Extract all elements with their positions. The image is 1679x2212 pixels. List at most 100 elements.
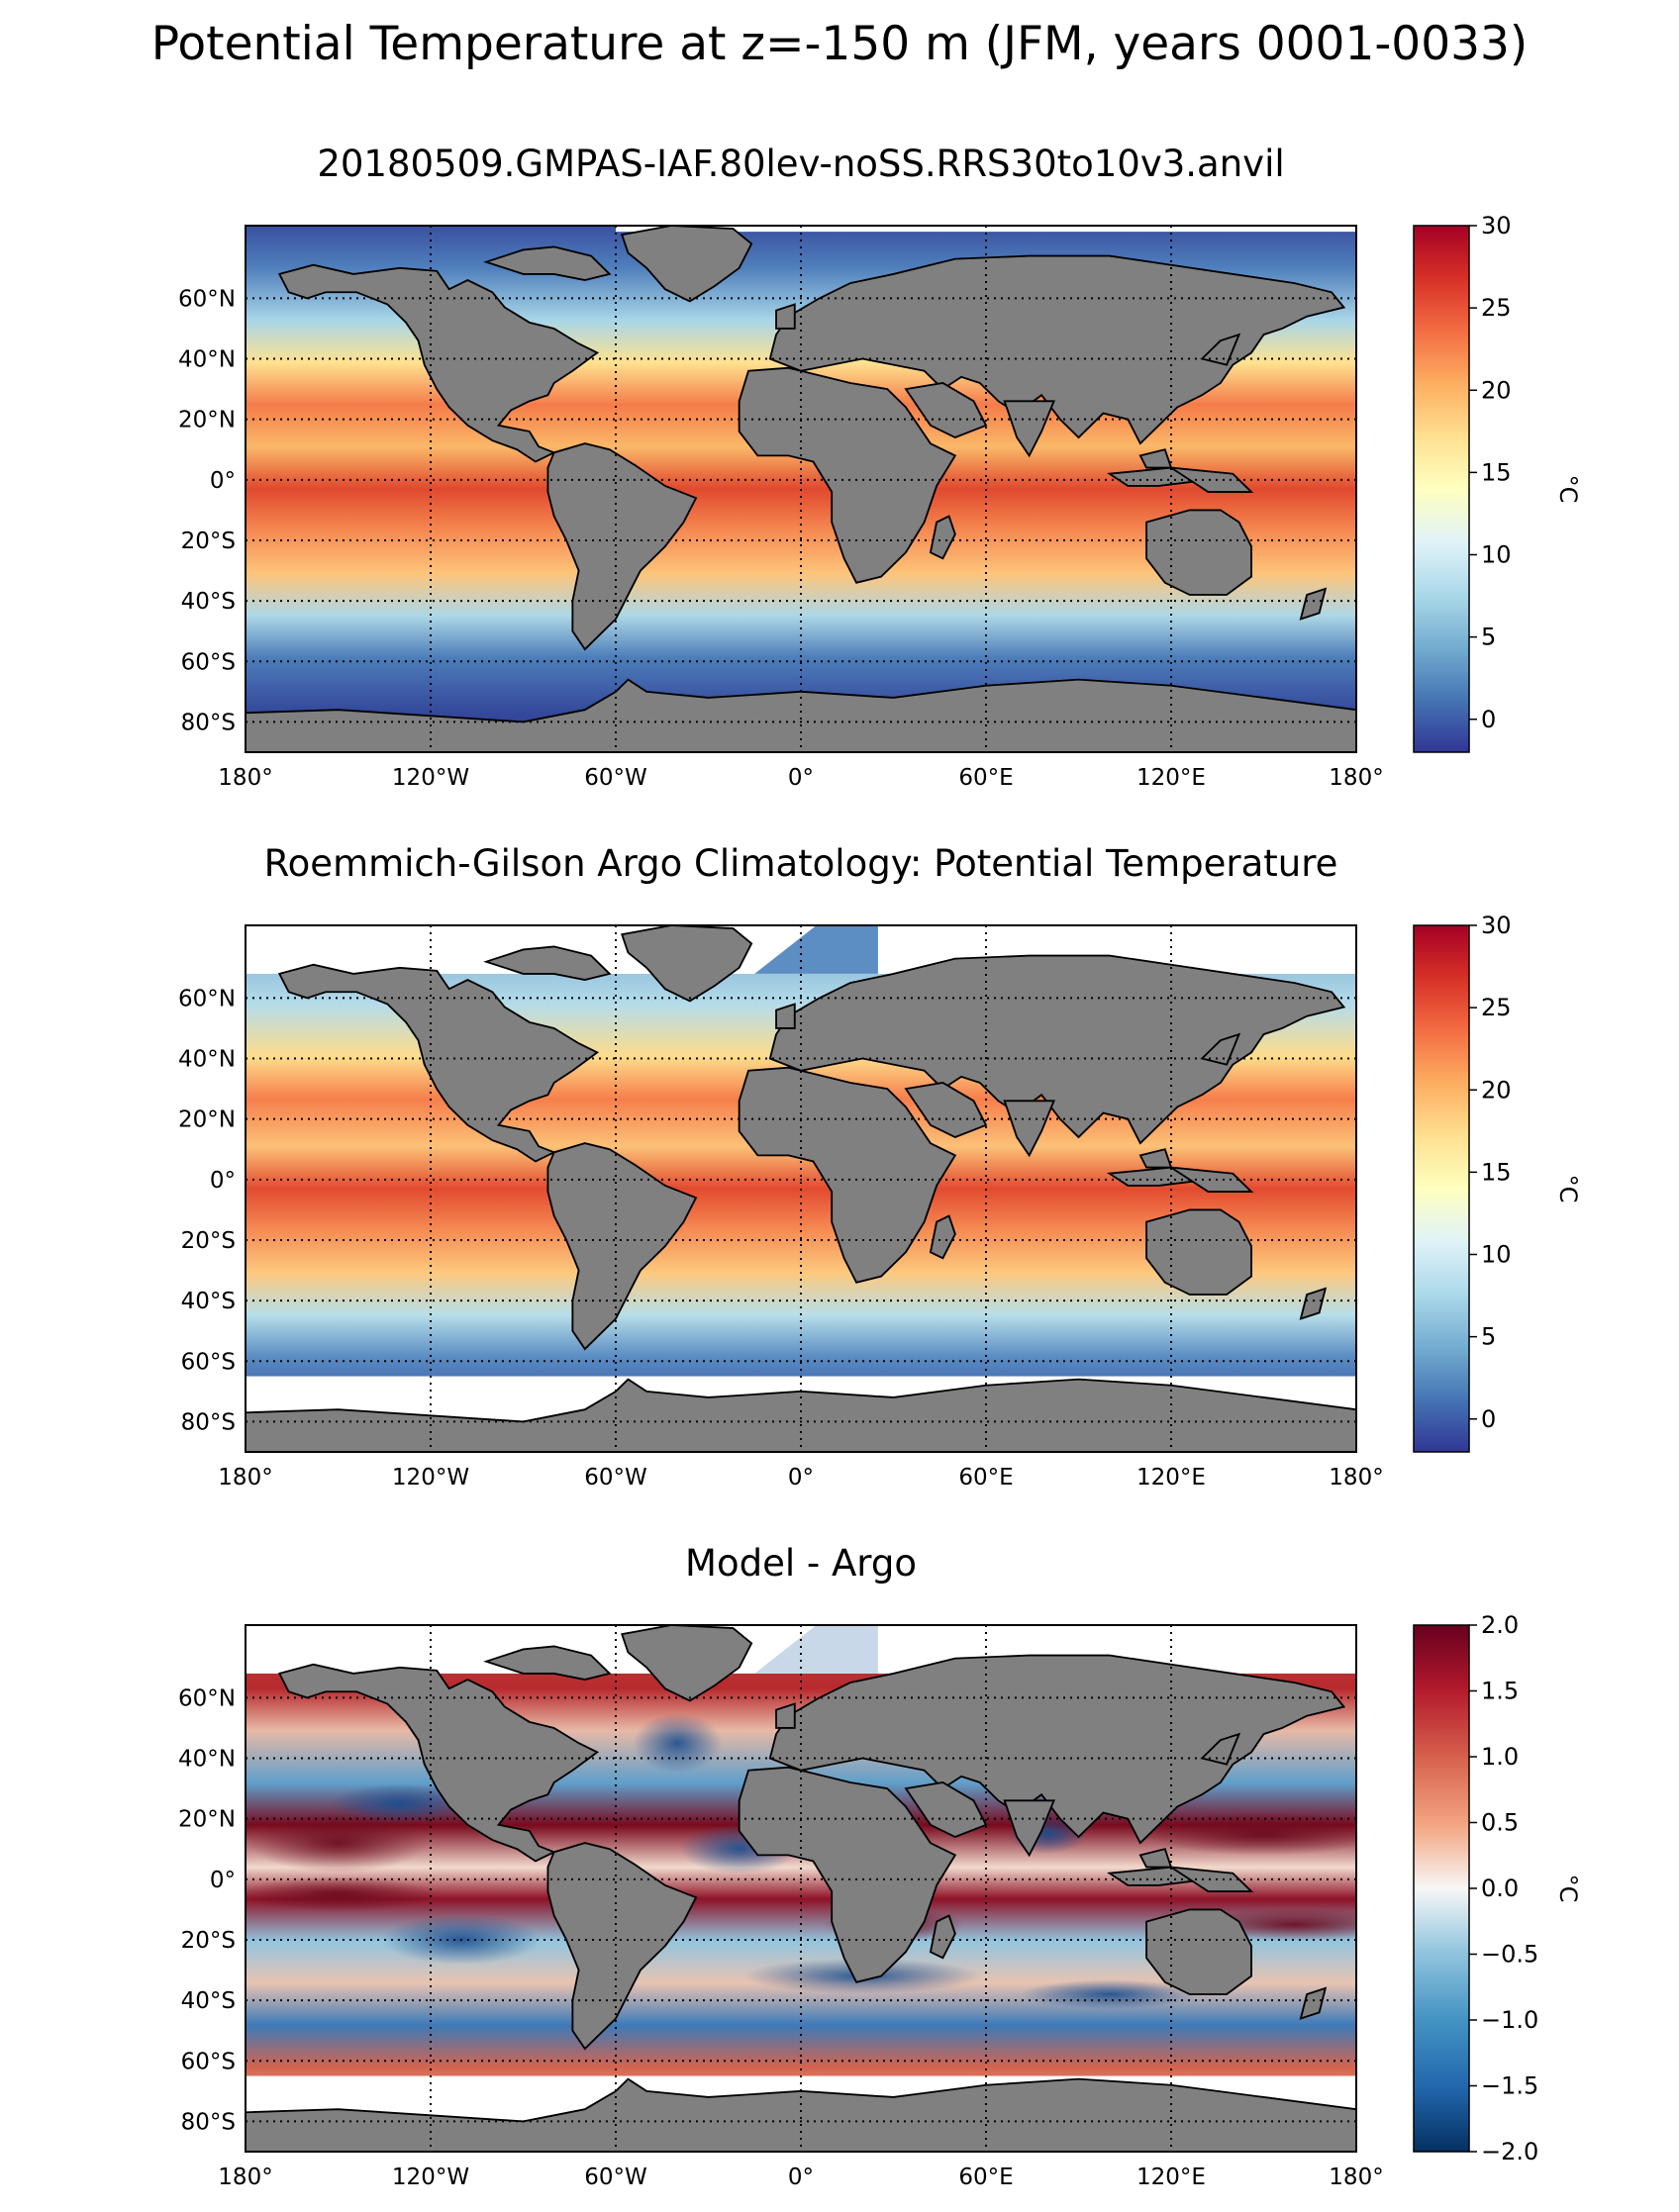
lon-tick-label: 60°E bbox=[958, 1465, 1013, 1491]
colorbar-tick-label: −2.0 bbox=[1481, 2138, 1538, 2165]
lat-tick-label: 40°S bbox=[181, 1988, 236, 2014]
panel-argo: Roemmich-Gilson Argo Climatology: Potent… bbox=[178, 842, 1582, 1491]
lat-tick-label: 0° bbox=[210, 1868, 236, 1893]
lon-tick-label: 180° bbox=[218, 2164, 272, 2190]
lat-tick-label: 20°S bbox=[181, 529, 236, 554]
lon-tick-label: 180° bbox=[1329, 765, 1383, 791]
map-area bbox=[246, 1625, 1356, 2152]
colorbar-label: °C bbox=[1554, 1175, 1582, 1203]
panel-model: 20180509.GMPAS-IAF.80lev-noSS.RRS30to10v… bbox=[178, 143, 1582, 791]
lat-tick-label: 60°N bbox=[178, 986, 236, 1011]
lat-tick-label: 40°N bbox=[178, 1747, 236, 1773]
colorbar-tick-label: 20 bbox=[1481, 376, 1512, 404]
colorbar-tick-label: 15 bbox=[1481, 458, 1512, 486]
gridlines bbox=[246, 226, 1356, 752]
colorbar-tick-label: 1.5 bbox=[1481, 1678, 1519, 1705]
map-frame bbox=[245, 225, 1357, 753]
panel-title: Model - Argo bbox=[685, 1542, 917, 1585]
lat-tick-label: 40°S bbox=[181, 589, 236, 615]
lon-tick-label: 60°W bbox=[584, 2164, 647, 2190]
lon-tick-label: 0° bbox=[788, 1465, 814, 1491]
lat-tick-label: 20°N bbox=[178, 408, 236, 433]
colorbar-tick-label: 2.0 bbox=[1481, 1611, 1519, 1639]
colorbar-tick-label: 5 bbox=[1481, 1323, 1496, 1351]
colorbar-tick-label: 15 bbox=[1481, 1158, 1512, 1186]
lat-tick-label: 40°N bbox=[178, 1047, 236, 1073]
colorbar-tick-label: 0.5 bbox=[1481, 1809, 1519, 1837]
colorbar: 30 25 20 15 10 5 0 °C bbox=[1413, 912, 1582, 1453]
colorbar-tick-label: 25 bbox=[1481, 994, 1512, 1021]
lat-tick-label: 40°S bbox=[181, 1289, 236, 1314]
lon-tick-label: 180° bbox=[1329, 2164, 1383, 2190]
colorbar-gradient bbox=[1413, 924, 1470, 1453]
colorbar-gradient bbox=[1413, 225, 1470, 753]
colorbar-tick-label: 5 bbox=[1481, 624, 1496, 651]
lat-tick-label: 40°N bbox=[178, 347, 236, 373]
lon-tick-label: 120°W bbox=[392, 1465, 469, 1491]
colorbar-tick-label: 10 bbox=[1481, 1241, 1512, 1269]
map-area bbox=[246, 925, 1356, 1452]
cold-anomaly bbox=[633, 1713, 723, 1774]
colorbar-tick-label: 0 bbox=[1481, 1405, 1496, 1433]
lon-tick-label: 60°W bbox=[584, 1465, 647, 1491]
lat-tick-label: 20°S bbox=[181, 1228, 236, 1254]
lat-tick-label: 20°S bbox=[181, 1928, 236, 1954]
lon-tick-label: 0° bbox=[788, 2164, 814, 2190]
colorbar-tick-label: 10 bbox=[1481, 541, 1512, 569]
lon-tick-label: 120°W bbox=[392, 2164, 469, 2190]
panel-difference: Model - Argo 60°N 40°N 20°N 0° 20°S 40°S 60°S 80… bbox=[178, 1542, 1582, 2190]
colorbar: 2.0 1.5 1.0 0.5 0.0 −0.5 −1.0 −1.5 −2.0 °C bbox=[1413, 1611, 1582, 2165]
colorbar-label: °C bbox=[1554, 475, 1582, 504]
sea-ice-mask bbox=[616, 226, 1356, 233]
colorbar-tick-label: 20 bbox=[1481, 1076, 1512, 1104]
lon-tick-label: 120°W bbox=[392, 765, 469, 791]
lon-tick-label: 120°E bbox=[1136, 765, 1206, 791]
lat-tick-label: 80°S bbox=[181, 710, 236, 735]
colorbar: 30 25 20 15 10 5 0 °C bbox=[1413, 212, 1582, 753]
colorbar-tick-label: −0.5 bbox=[1481, 1941, 1538, 1969]
lat-tick-label: 60°S bbox=[181, 1349, 236, 1375]
lon-tick-label: 180° bbox=[1329, 1465, 1383, 1491]
lat-tick-label: 0° bbox=[210, 1168, 236, 1194]
lon-tick-label: 0° bbox=[788, 765, 814, 791]
colorbar-gradient bbox=[1413, 1624, 1470, 2153]
cold-anomaly bbox=[1020, 1979, 1199, 2010]
lon-tick-label: 60°E bbox=[958, 765, 1013, 791]
lat-tick-label: 20°N bbox=[178, 1807, 236, 1833]
colorbar-tick-label: −1.5 bbox=[1481, 2072, 1538, 2100]
lat-tick-label: 80°S bbox=[181, 2109, 236, 2135]
lat-tick-label: 60°N bbox=[178, 286, 236, 312]
lat-tick-label: 0° bbox=[210, 468, 236, 494]
colorbar-tick-label: 30 bbox=[1481, 912, 1512, 939]
lat-tick-label: 60°S bbox=[181, 2049, 236, 2074]
colorbar-tick-label: −1.0 bbox=[1481, 2006, 1538, 2034]
panel-title: 20180509.GMPAS-IAF.80lev-noSS.RRS30to10v… bbox=[317, 143, 1284, 185]
warm-anomaly bbox=[1144, 1811, 1356, 1856]
cold-anomaly bbox=[330, 1783, 469, 1824]
panel-title: Roemmich-Gilson Argo Climatology: Potent… bbox=[264, 842, 1338, 885]
colorbar-tick-label: 1.0 bbox=[1481, 1743, 1519, 1771]
lon-tick-label: 180° bbox=[218, 765, 272, 791]
colorbar-tick-label: 0 bbox=[1481, 706, 1496, 733]
lat-tick-label: 60°N bbox=[178, 1685, 236, 1711]
colorbar-tick-label: 0.0 bbox=[1481, 1875, 1519, 1902]
colorbar-label: °C bbox=[1554, 1875, 1582, 1903]
lon-tick-label: 120°E bbox=[1136, 1465, 1206, 1491]
warm-anomaly bbox=[246, 1876, 438, 1913]
lat-tick-label: 20°N bbox=[178, 1107, 236, 1133]
nordic-seas-data bbox=[754, 925, 878, 974]
lat-tick-label: 60°S bbox=[181, 649, 236, 675]
colorbar-tick-label: 30 bbox=[1481, 212, 1512, 240]
warm-anomaly bbox=[248, 1813, 428, 1874]
gridlines bbox=[246, 925, 1356, 1452]
map-frame bbox=[245, 924, 1357, 1453]
figure-suptitle: Potential Temperature at z=-150 m (JFM, … bbox=[151, 17, 1529, 71]
nordic-seas-data bbox=[754, 1625, 878, 1674]
lon-tick-label: 180° bbox=[218, 1465, 272, 1491]
lon-tick-label: 60°E bbox=[958, 2164, 1013, 2190]
colorbar-tick-label: 25 bbox=[1481, 294, 1512, 322]
map-frame bbox=[245, 1624, 1357, 2153]
lat-tick-label: 80°S bbox=[181, 1409, 236, 1435]
map-area bbox=[246, 226, 1356, 752]
